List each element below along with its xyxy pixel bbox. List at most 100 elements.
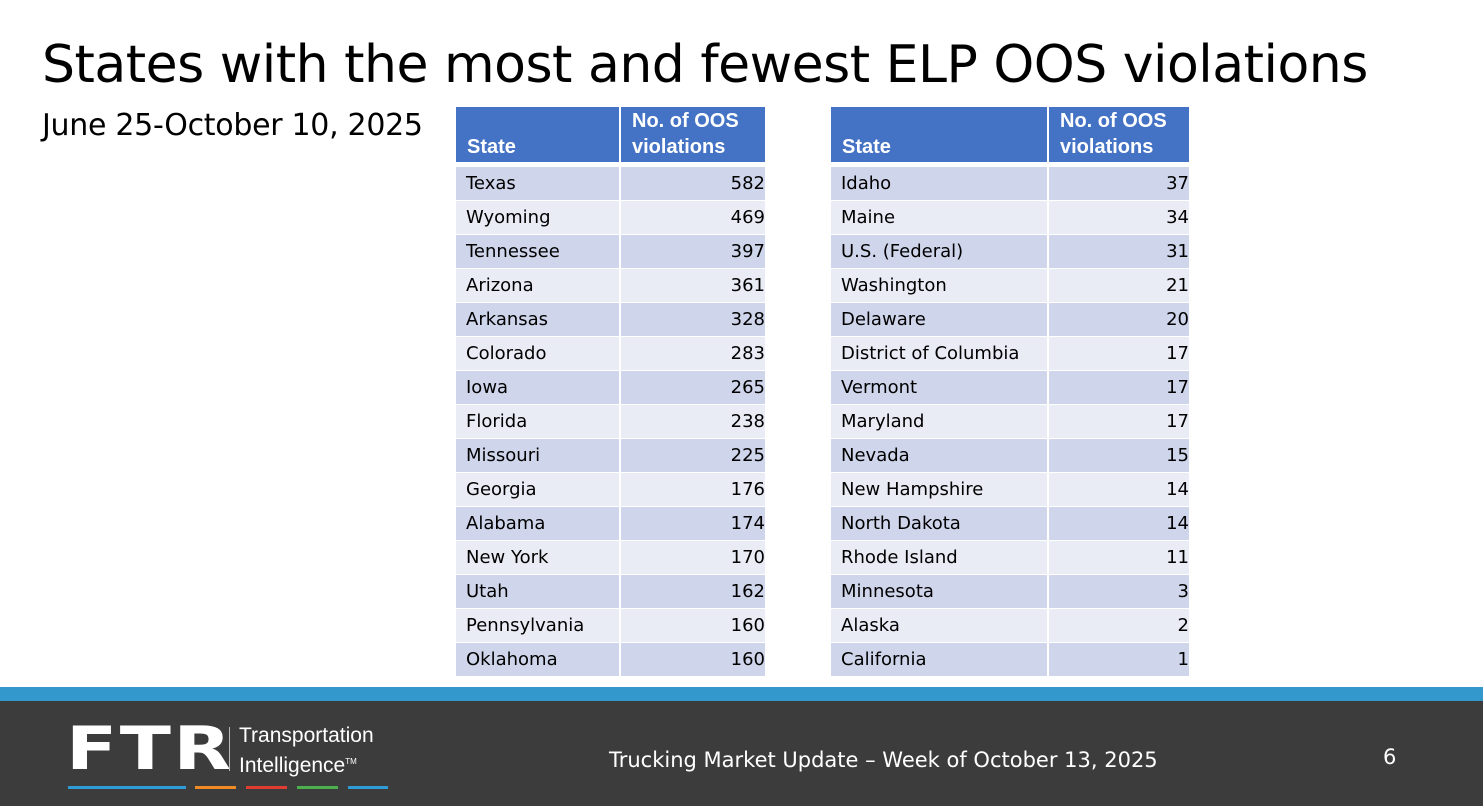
violation-count-cell: 225 [621, 439, 765, 473]
violation-count-cell: 17 [1049, 337, 1189, 371]
table-row: New York 170 [456, 541, 765, 575]
ftr-logo: FTR [66, 714, 234, 784]
table-row: New Hampshire 14 [831, 473, 1189, 507]
violation-count-cell: 21 [1049, 269, 1189, 303]
page-number: 6 [1383, 745, 1397, 769]
state-cell: New Hampshire [831, 473, 1049, 507]
violation-count-cell: 37 [1049, 167, 1189, 201]
logo-tagline-line2: IntelligenceTM [239, 754, 357, 777]
table-row: Alaska 2 [831, 609, 1189, 643]
table-row: Oklahoma 160 [456, 643, 765, 677]
logo-tagline-line1: Transportation [239, 724, 374, 747]
table-row: Utah 162 [456, 575, 765, 609]
violation-count-cell: 20 [1049, 303, 1189, 337]
fewest-violations-body: Idaho 37 Maine 34 U.S. (Federal) 31 Washington… [831, 167, 1189, 677]
violation-count-cell: 397 [621, 235, 765, 269]
violation-count-cell: 160 [621, 609, 765, 643]
violation-count-cell: 34 [1049, 201, 1189, 235]
state-cell: Oklahoma [456, 643, 621, 677]
table-row: Alabama 174 [456, 507, 765, 541]
footer-accent-stripe [0, 687, 1483, 701]
table-row: California 1 [831, 643, 1189, 677]
state-cell: Alaska [831, 609, 1049, 643]
fewest-violations-table: State No. of OOS violations Idaho 37 Maine… [831, 107, 1189, 677]
logo-color-bar [195, 786, 236, 789]
violation-count-cell: 17 [1049, 405, 1189, 439]
table-header-row: State No. of OOS violations [831, 107, 1189, 167]
slide-subtitle: June 25-October 10, 2025 [42, 108, 423, 143]
state-cell: New York [456, 541, 621, 575]
state-cell: Arkansas [456, 303, 621, 337]
state-column-header: State [456, 107, 621, 167]
table-row: Arizona 361 [456, 269, 765, 303]
state-cell: Iowa [456, 371, 621, 405]
state-cell: District of Columbia [831, 337, 1049, 371]
state-cell: Rhode Island [831, 541, 1049, 575]
table-row: North Dakota 14 [831, 507, 1189, 541]
violation-count-cell: 17 [1049, 371, 1189, 405]
state-cell: Washington [831, 269, 1049, 303]
logo-color-bar [246, 786, 287, 789]
state-cell: Missouri [456, 439, 621, 473]
violation-count-cell: 174 [621, 507, 765, 541]
violation-count-cell: 469 [621, 201, 765, 235]
table-row: Maryland 17 [831, 405, 1189, 439]
logo-divider [229, 727, 230, 771]
violation-count-cell: 11 [1049, 541, 1189, 575]
violation-count-cell: 265 [621, 371, 765, 405]
violation-count-cell: 361 [621, 269, 765, 303]
state-cell: Minnesota [831, 575, 1049, 609]
violation-count-cell: 283 [621, 337, 765, 371]
state-cell: Colorado [456, 337, 621, 371]
table-row: Arkansas 328 [456, 303, 765, 337]
logo-color-bar [297, 786, 338, 789]
table-row: Iowa 265 [456, 371, 765, 405]
violation-count-cell: 14 [1049, 473, 1189, 507]
table-row: Georgia 176 [456, 473, 765, 507]
state-cell: Georgia [456, 473, 621, 507]
logo-color-bar [348, 786, 388, 789]
violation-count-cell: 15 [1049, 439, 1189, 473]
state-column-header: State [831, 107, 1049, 167]
violation-count-cell: 170 [621, 541, 765, 575]
table-row: District of Columbia 17 [831, 337, 1189, 371]
logo-color-bar [68, 786, 186, 789]
state-cell: North Dakota [831, 507, 1049, 541]
state-cell: Nevada [831, 439, 1049, 473]
slide-title: States with the most and fewest ELP OOS … [42, 35, 1368, 95]
most-violations-body: Texas 582 Wyoming 469 Tennessee 397 Arizona 361… [456, 167, 765, 677]
table-header-row: State No. of OOS violations [456, 107, 765, 167]
footer-caption: Trucking Market Update – Week of October… [609, 748, 1158, 772]
violation-count-cell: 162 [621, 575, 765, 609]
violation-count-cell: 2 [1049, 609, 1189, 643]
state-cell: Florida [456, 405, 621, 439]
table-row: Nevada 15 [831, 439, 1189, 473]
violation-count-cell: 31 [1049, 235, 1189, 269]
count-column-header: No. of OOS violations [621, 107, 765, 167]
violation-count-cell: 1 [1049, 643, 1189, 677]
state-cell: Idaho [831, 167, 1049, 201]
trademark-mark: TM [345, 757, 357, 766]
state-cell: Arizona [456, 269, 621, 303]
table-row: Florida 238 [456, 405, 765, 439]
violation-count-cell: 3 [1049, 575, 1189, 609]
state-cell: Maine [831, 201, 1049, 235]
table-row: Vermont 17 [831, 371, 1189, 405]
violation-count-cell: 160 [621, 643, 765, 677]
state-cell: Vermont [831, 371, 1049, 405]
state-cell: Tennessee [456, 235, 621, 269]
state-cell: Texas [456, 167, 621, 201]
logo-tagline: Transportation IntelligenceTM [239, 723, 374, 779]
state-cell: California [831, 643, 1049, 677]
table-row: Maine 34 [831, 201, 1189, 235]
table-row: Pennsylvania 160 [456, 609, 765, 643]
state-cell: Wyoming [456, 201, 621, 235]
table-row: Washington 21 [831, 269, 1189, 303]
state-cell: Utah [456, 575, 621, 609]
state-cell: Delaware [831, 303, 1049, 337]
count-column-header: No. of OOS violations [1049, 107, 1189, 167]
table-row: Tennessee 397 [456, 235, 765, 269]
table-row: Wyoming 469 [456, 201, 765, 235]
table-row: Texas 582 [456, 167, 765, 201]
violation-count-cell: 582 [621, 167, 765, 201]
